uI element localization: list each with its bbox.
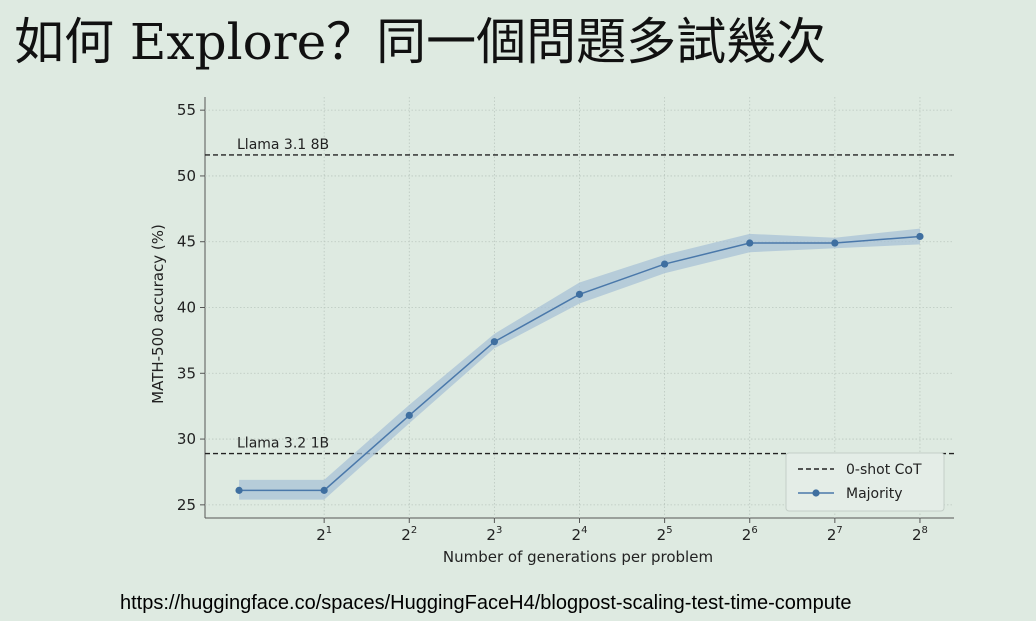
y-tick-label: 55 — [177, 101, 196, 119]
y-tick-label: 35 — [177, 364, 196, 382]
confidence-band-layer — [239, 228, 920, 500]
x-tick-label: 27 — [827, 525, 843, 544]
x-tick-label: 28 — [912, 525, 928, 544]
data-point — [405, 411, 413, 419]
source-url: https://huggingface.co/spaces/HuggingFac… — [120, 592, 852, 614]
x-ticks-layer: 21 22 23 24 25 26 27 28 — [316, 518, 928, 544]
y-tick-label: 30 — [177, 430, 196, 448]
data-point — [831, 239, 839, 247]
y-tick-label: 25 — [177, 496, 196, 514]
legend-dashed-label: 0-shot CoT — [846, 462, 922, 478]
x-axis-label: Number of generations per problem — [443, 548, 713, 566]
data-point — [661, 260, 669, 268]
reference-line-label: Llama 3.2 1B — [237, 436, 329, 452]
data-point — [916, 232, 924, 241]
x-tick-label: 21 — [316, 525, 332, 544]
y-tick-label: 40 — [177, 299, 196, 317]
legend-box — [785, 452, 945, 512]
x-tick-label: 22 — [401, 525, 417, 544]
data-point — [490, 338, 498, 346]
x-tick-label: 26 — [742, 525, 758, 544]
x-tick-label: 25 — [657, 525, 673, 544]
data-point — [320, 486, 328, 494]
data-point — [575, 290, 584, 298]
legend: 0-shot CoT Majority — [785, 452, 945, 512]
data-point — [235, 486, 243, 494]
y-tick-label: 50 — [177, 167, 196, 185]
x-tick-label: 24 — [572, 525, 588, 544]
y-ticks-layer: 25 30 35 40 45 50 55 — [177, 101, 205, 514]
x-tick-label: 23 — [486, 525, 502, 544]
data-point — [746, 239, 754, 247]
reference-line-label: Llama 3.1 8B — [237, 137, 329, 153]
series-layer — [235, 232, 924, 494]
y-tick-label: 45 — [177, 233, 196, 251]
legend-series-marker — [812, 489, 820, 497]
legend-series-label: Majority — [846, 486, 903, 502]
series-confidence-band — [239, 228, 920, 500]
slide-title: 如何 Explore？同一個問題多試幾次 — [14, 13, 827, 71]
y-axis-label: MATH-500 accuracy (%) — [149, 224, 167, 404]
